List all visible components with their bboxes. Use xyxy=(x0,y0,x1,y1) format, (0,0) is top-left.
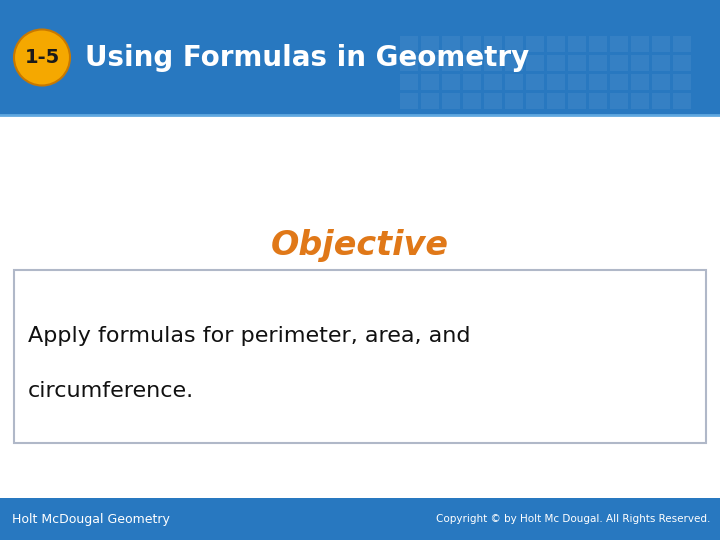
Bar xyxy=(526,74,544,90)
Bar xyxy=(421,93,439,109)
Bar xyxy=(568,55,586,71)
Bar xyxy=(463,55,481,71)
Bar xyxy=(610,36,628,52)
Bar xyxy=(673,55,691,71)
Bar xyxy=(463,74,481,90)
Bar xyxy=(400,74,418,90)
Bar xyxy=(589,36,607,52)
Bar xyxy=(484,93,502,109)
Bar xyxy=(400,93,418,109)
Bar xyxy=(610,93,628,109)
Bar xyxy=(505,36,523,52)
Bar xyxy=(14,270,706,443)
Bar xyxy=(0,0,720,115)
Bar xyxy=(421,74,439,90)
Circle shape xyxy=(14,30,70,85)
Bar xyxy=(421,55,439,71)
Bar xyxy=(652,55,670,71)
Text: circumference.: circumference. xyxy=(28,381,194,401)
Bar xyxy=(568,36,586,52)
Bar xyxy=(652,93,670,109)
Bar xyxy=(547,93,565,109)
Bar xyxy=(652,74,670,90)
Bar xyxy=(484,55,502,71)
Bar xyxy=(421,36,439,52)
Bar xyxy=(631,74,649,90)
Bar xyxy=(610,74,628,90)
Text: Copyright © by Holt Mc Dougal. All Rights Reserved.: Copyright © by Holt Mc Dougal. All Right… xyxy=(436,514,710,524)
Bar xyxy=(568,93,586,109)
Bar xyxy=(631,55,649,71)
Bar xyxy=(526,36,544,52)
Bar xyxy=(526,55,544,71)
Bar xyxy=(610,55,628,71)
Bar xyxy=(442,93,460,109)
Text: Apply formulas for perimeter, area, and: Apply formulas for perimeter, area, and xyxy=(28,326,470,346)
Text: Holt McDougal Geometry: Holt McDougal Geometry xyxy=(12,512,170,525)
Bar xyxy=(589,93,607,109)
Bar xyxy=(505,55,523,71)
Bar xyxy=(400,55,418,71)
Bar xyxy=(673,36,691,52)
Bar xyxy=(673,74,691,90)
Bar xyxy=(631,36,649,52)
Bar xyxy=(631,93,649,109)
Text: 1-5: 1-5 xyxy=(24,48,60,67)
Text: Using Formulas in Geometry: Using Formulas in Geometry xyxy=(85,44,529,71)
Bar xyxy=(526,93,544,109)
Bar xyxy=(568,74,586,90)
Bar xyxy=(0,498,720,540)
Bar xyxy=(589,74,607,90)
Bar xyxy=(505,93,523,109)
Bar xyxy=(442,36,460,52)
Bar xyxy=(547,36,565,52)
Bar xyxy=(547,74,565,90)
Bar xyxy=(484,36,502,52)
Bar xyxy=(652,36,670,52)
Bar xyxy=(484,74,502,90)
Bar xyxy=(505,74,523,90)
Bar xyxy=(442,55,460,71)
Bar xyxy=(400,36,418,52)
Bar xyxy=(547,55,565,71)
Bar xyxy=(442,74,460,90)
Bar xyxy=(463,36,481,52)
Bar xyxy=(673,93,691,109)
Bar xyxy=(589,55,607,71)
Text: Objective: Objective xyxy=(271,228,449,261)
Bar xyxy=(463,93,481,109)
